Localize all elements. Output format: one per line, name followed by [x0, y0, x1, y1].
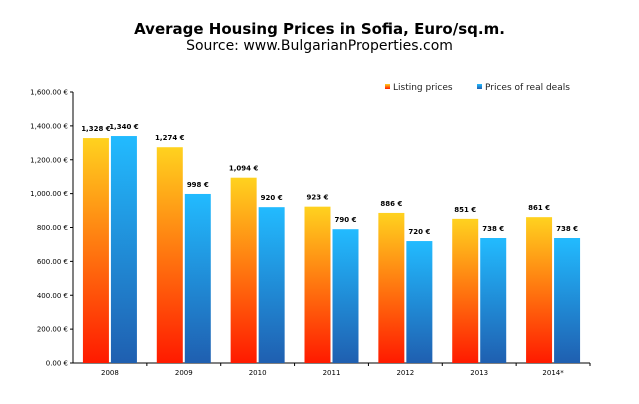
y-tick-label: 0.00 € [46, 360, 68, 368]
x-tick-label: 2010 [249, 369, 267, 377]
chart-subtitle: Source: www.BulgarianProperties.com [186, 38, 453, 54]
chart-title: Average Housing Prices in Sofia, Euro/sq… [134, 20, 505, 38]
bar-real-deals [480, 238, 507, 363]
y-tick-label: 1,600.00 € [30, 89, 68, 97]
y-tick-label: 1,200.00 € [30, 156, 68, 164]
x-tick-label: 2009 [175, 369, 193, 377]
bar-real-deals [110, 136, 137, 363]
data-label: 1,274 € [155, 134, 185, 142]
y-tick-label: 600.00 € [37, 258, 68, 266]
bar-listing [378, 212, 405, 363]
bar-listing [304, 206, 331, 363]
y-tick-label: 400.00 € [37, 292, 68, 300]
data-label: 920 € [261, 194, 283, 202]
bar-real-deals [258, 207, 285, 363]
data-label: 738 € [482, 225, 504, 233]
bar-real-deals [332, 229, 359, 363]
bar-real-deals [554, 238, 581, 363]
data-label: 861 € [528, 204, 550, 212]
bar-listing [526, 217, 553, 363]
data-label: 738 € [556, 225, 578, 233]
y-tick-label: 1,000.00 € [30, 190, 68, 198]
y-tick-label: 200.00 € [37, 326, 68, 334]
x-tick-label: 2012 [396, 369, 414, 377]
data-label: 1,340 € [109, 123, 139, 131]
x-tick-label: 2014* [542, 369, 564, 377]
bar-listing [230, 177, 257, 363]
bar-listing [82, 138, 109, 363]
data-label: 851 € [454, 206, 476, 214]
data-label: 998 € [187, 181, 209, 189]
x-tick-label: 2013 [470, 369, 488, 377]
data-label: 720 € [408, 228, 430, 236]
bar-real-deals [184, 193, 211, 363]
x-tick-label: 2008 [101, 369, 119, 377]
legend-label: Prices of real deals [485, 83, 570, 93]
bar-real-deals [406, 241, 433, 363]
data-label: 886 € [380, 200, 402, 208]
legend-swatch [477, 84, 482, 89]
y-tick-label: 1,400.00 € [30, 122, 68, 130]
bar-listing [156, 147, 183, 363]
data-label: 1,094 € [229, 165, 259, 173]
y-tick-label: 800.00 € [37, 224, 68, 232]
legend-label: Listing prices [393, 83, 453, 93]
data-label: 923 € [307, 194, 329, 202]
data-label: 1,328 € [81, 125, 111, 133]
x-tick-label: 2011 [323, 369, 341, 377]
data-label: 790 € [335, 216, 357, 224]
bar-listing [452, 218, 479, 363]
legend-swatch [385, 84, 390, 89]
